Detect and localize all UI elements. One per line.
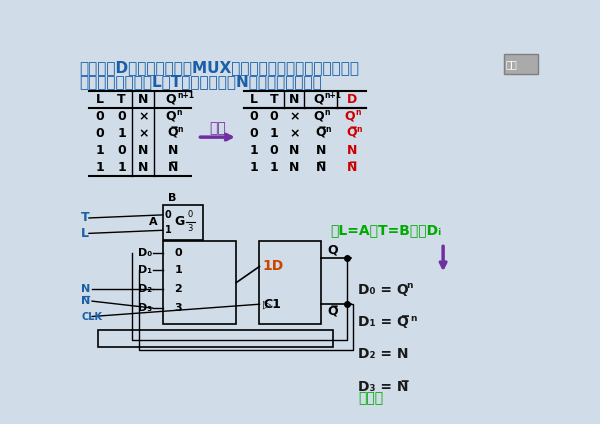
Text: 1: 1 [270,127,278,140]
Text: 2: 2 [174,284,182,294]
Text: Q̅: Q̅ [316,127,326,140]
Text: 0: 0 [250,127,259,140]
Text: 逻辑图: 逻辑图 [358,391,383,405]
Text: Q: Q [313,110,323,123]
Text: 1D: 1D [263,259,284,273]
Text: D₂: D₂ [137,284,152,294]
Text: Q: Q [313,93,323,106]
Text: n: n [176,108,182,117]
Text: N: N [81,284,91,294]
Text: D₁: D₁ [137,265,152,275]
Text: D₃: D₃ [137,303,152,313]
Text: G: G [175,215,185,228]
Text: 列表: 列表 [209,121,226,135]
Text: N̅: N̅ [81,296,91,306]
Text: N: N [138,144,148,157]
Text: n: n [356,125,362,134]
Text: D₀ = Q: D₀ = Q [358,282,409,296]
Text: N: N [289,144,299,157]
Text: D₂ = N: D₂ = N [358,347,409,361]
Bar [503,54,538,74]
Text: T: T [117,93,126,106]
Text: C1: C1 [263,298,281,311]
Text: N: N [167,144,178,157]
Text: 1: 1 [174,265,182,275]
Text: 0: 0 [174,248,182,258]
Text: n: n [410,314,417,323]
Text: N: N [346,144,357,157]
Text: D: D [347,93,357,106]
Text: A: A [149,217,158,227]
Text: T: T [270,93,278,106]
Text: n+1: n+1 [178,91,194,100]
Text: 0: 0 [270,144,278,157]
Text: 1: 1 [95,144,104,157]
Text: n: n [356,108,361,117]
Text: Q̅: Q̅ [328,305,338,318]
Text: n: n [406,281,412,290]
Text: 0: 0 [250,110,259,123]
Text: 0: 0 [270,110,278,123]
Text: B: B [167,192,176,203]
Text: L: L [81,227,89,240]
Text: ×: × [138,127,148,140]
Text: 0: 0 [164,210,172,220]
Text: 0: 0 [117,110,126,123]
Text: D₁ = Q̅: D₁ = Q̅ [358,315,409,329]
Text: n: n [178,125,183,134]
Text: Q: Q [165,93,176,106]
Text: Q: Q [328,244,338,257]
Text: N: N [138,161,148,174]
Text: 0: 0 [95,127,104,140]
Text: T: T [81,212,90,224]
Text: 0: 0 [95,110,104,123]
Text: 例：试用D触发器和四选一MUX构成一个多功能触发器，其功能: 例：试用D触发器和四选一MUX构成一个多功能触发器，其功能 [79,60,359,75]
Bar [163,205,203,240]
Text: N̅: N̅ [167,161,178,174]
Text: 令L=A，T=B，求Dᵢ: 令L=A，T=B，求Dᵢ [331,223,442,237]
Text: 如下表所示。表中L、T为控制变量，N为数据输入变量。: 如下表所示。表中L、T为控制变量，N为数据输入变量。 [79,74,322,89]
Text: N̅: N̅ [346,161,357,174]
Text: N: N [138,93,148,106]
Text: N: N [289,93,299,106]
Text: 1: 1 [117,127,126,140]
Text: 0: 0 [187,210,193,219]
Text: 0: 0 [117,144,126,157]
Text: 1: 1 [164,225,172,235]
Text: ×: × [289,110,299,123]
Text: D₀: D₀ [137,248,152,258]
Text: n: n [325,108,330,117]
Text: 1: 1 [270,161,278,174]
Text: ×: × [138,110,148,123]
Text: CLK: CLK [81,312,102,321]
Text: 1: 1 [117,161,126,174]
Text: 3: 3 [187,224,193,233]
Text: ×: × [289,127,299,140]
Bar [163,241,236,324]
Text: D₃ = N̅: D₃ = N̅ [358,379,409,393]
Text: n+1: n+1 [325,91,341,100]
Text: Q: Q [165,110,176,123]
Text: Q̅: Q̅ [167,127,178,140]
Bar [259,241,322,324]
Text: 1: 1 [95,161,104,174]
Text: 中图: 中图 [506,59,518,69]
Text: L: L [250,93,258,106]
Text: Q̅: Q̅ [346,127,357,140]
Text: 1: 1 [250,161,259,174]
Text: N: N [316,144,326,157]
Text: N̅: N̅ [316,161,326,174]
Text: ▷: ▷ [263,299,272,309]
Text: 3: 3 [174,303,182,313]
Bar [98,330,333,347]
Text: Q: Q [344,110,355,123]
Text: 1: 1 [250,144,259,157]
Text: N: N [289,161,299,174]
Text: n: n [325,125,331,134]
Text: L: L [96,93,104,106]
